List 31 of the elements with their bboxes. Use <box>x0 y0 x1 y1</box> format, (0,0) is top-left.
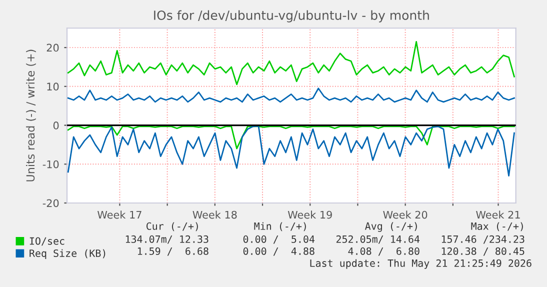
text: 0.00 / 4.88 <box>243 247 314 256</box>
x-tick-label: Week 18 <box>192 210 237 219</box>
text: 157.46 /234.23 <box>442 235 524 244</box>
text: 0.00 / 5.04 <box>243 235 315 244</box>
y-tick-label: -10 <box>42 160 59 168</box>
y-tick-label: -20 <box>42 199 59 208</box>
text: 120.38 / 80.45 <box>442 247 524 256</box>
text: 134.07m/ 12.33 <box>126 235 208 244</box>
text: Max (-/+) <box>471 222 523 232</box>
text: Cur (-/+) <box>146 222 198 232</box>
y-tick-label: 20 <box>46 44 59 52</box>
x-tick-label: Week 21 <box>476 210 520 219</box>
chart-title: IOs for /dev/ubuntu-vg/ubuntu-lv - by month <box>154 10 429 22</box>
line-series <box>67 88 515 103</box>
y-axis-title: Units read (-) / write (+) <box>26 50 36 182</box>
y-tick-label: 0 <box>53 122 59 130</box>
y-tick-label: 10 <box>47 82 59 91</box>
line-series <box>67 126 515 150</box>
text: 1.59 / 6.68 <box>138 247 208 256</box>
legend-label: Req Size (KB) <box>30 249 106 259</box>
line-series <box>67 41 515 86</box>
text: 252.05m/ 14.64 <box>336 235 420 244</box>
line-series <box>67 125 515 176</box>
x-tick-label: Week 19 <box>288 210 332 219</box>
text: Last update: Thu May 21 21:25:49 2026 <box>310 259 532 269</box>
text: Min (-/+) <box>254 222 306 232</box>
legend-label: IO/sec <box>30 237 64 246</box>
x-tick-label: Week 17 <box>98 210 142 219</box>
x-tick-label: Week 20 <box>383 210 428 219</box>
text: Avg (-/+) <box>365 222 417 232</box>
text: 4.08 / 6.80 <box>348 247 420 256</box>
